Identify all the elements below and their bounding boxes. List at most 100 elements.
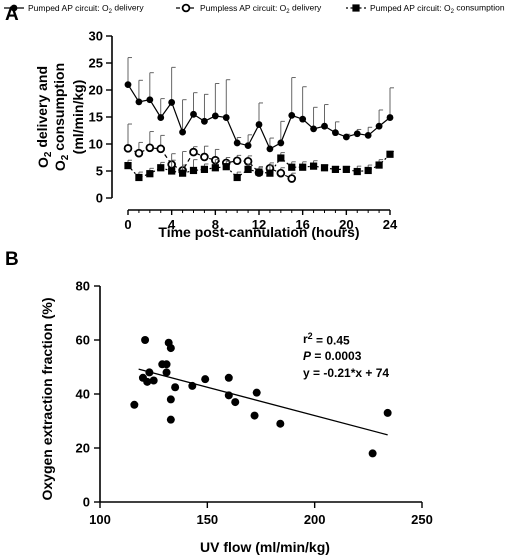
data-point <box>255 168 263 176</box>
data-point <box>277 139 285 147</box>
data-point <box>222 114 230 121</box>
data-point <box>146 96 154 104</box>
legend-marker <box>352 4 360 12</box>
data-point <box>157 164 165 172</box>
data-point <box>309 162 318 170</box>
data-point <box>386 150 394 158</box>
x-axis-label: UV flow (ml/min/kg) <box>200 539 330 555</box>
data-point <box>233 173 241 182</box>
x-tick-label: 12 <box>252 217 266 232</box>
data-point <box>276 419 285 428</box>
panel-b-chart: 0 20 40 60 80 100 150 200 250 UV flow (ml/min/k… <box>39 279 433 556</box>
data-point <box>353 167 361 176</box>
data-point <box>299 163 307 171</box>
data-point <box>331 165 340 173</box>
legend-label-part: 2 <box>451 9 455 15</box>
data-point <box>375 122 383 130</box>
data-point <box>166 344 175 353</box>
data-point <box>145 368 154 377</box>
p-value-part: = 0.0003 <box>311 349 362 363</box>
data-point <box>201 117 208 125</box>
y-axis-label-line: (ml/min/kg) <box>70 80 86 155</box>
y-tick-label: 0 <box>96 191 103 206</box>
data-point <box>124 81 132 88</box>
x-tick-label: 16 <box>295 217 309 232</box>
data-point <box>149 376 158 385</box>
y-tick-label: 20 <box>76 441 90 456</box>
r-squared-part: = 0.45 <box>313 333 350 347</box>
y-tick-label: 5 <box>96 164 103 179</box>
series-group <box>123 57 394 183</box>
legend-label: Pumpless AP circuit: O2 delivery <box>200 2 322 15</box>
legend-label-part: consumption <box>454 2 505 12</box>
data-point <box>383 408 392 417</box>
data-point <box>375 161 383 169</box>
legend-label-part: delivery <box>290 2 322 12</box>
data-point <box>310 125 317 133</box>
legend-marker <box>181 3 191 13</box>
data-point <box>386 114 394 121</box>
data-point <box>143 377 152 386</box>
data-point <box>224 391 233 400</box>
panel-a-chart: 0 5 10 15 20 25 30 0 4 8 12 16 20 24 Time post-cannu… <box>34 29 398 241</box>
data-point <box>188 381 197 390</box>
data-point <box>130 400 139 409</box>
data-point <box>211 164 219 172</box>
data-point <box>189 166 198 175</box>
data-point <box>320 164 329 172</box>
legend-label: Pumped AP circuit: O2 delivery <box>28 2 144 15</box>
y-axis-label-line-part: consumption <box>51 63 67 155</box>
legend-item: Pumped AP circuit: O2 delivery <box>4 2 144 15</box>
data-point <box>135 98 143 106</box>
data-point <box>166 415 175 424</box>
x-tick-label: 150 <box>196 512 218 527</box>
y-axis-label-line-part: O <box>52 160 68 171</box>
y-axis-label-line: O2 consumption <box>51 63 71 171</box>
y-axis-label-line-part: O <box>35 157 51 168</box>
legend-label-part: Pumped AP circuit: O <box>28 3 109 13</box>
data-point <box>224 373 233 382</box>
data-point <box>288 163 296 171</box>
legend-label-part: Pumpless AP circuit: O <box>200 3 287 13</box>
data-point <box>231 398 240 407</box>
data-point <box>321 122 328 130</box>
legend-item: Pumpless AP circuit: O2 delivery <box>176 2 322 15</box>
legend-label-part: 2 <box>286 9 290 15</box>
legend-item: Pumped AP circuit: O2 consumption <box>346 2 505 15</box>
data-point <box>123 144 133 153</box>
data-point <box>277 154 285 162</box>
data-point <box>166 395 175 404</box>
y-axis-label-line: O2 delivery and <box>34 66 54 168</box>
y-tick-label: 30 <box>89 29 103 44</box>
data-point <box>178 169 187 177</box>
data-point <box>252 388 261 397</box>
x-tick-label: 200 <box>304 512 326 527</box>
x-tick-label: 0 <box>124 217 131 232</box>
data-point <box>190 110 197 118</box>
data-point <box>146 170 154 178</box>
data-point <box>157 114 165 121</box>
series-2 <box>123 123 297 183</box>
data-point <box>124 162 132 170</box>
data-point <box>368 449 377 458</box>
y-tick-label: 25 <box>89 56 103 71</box>
data-point <box>222 163 230 171</box>
data-point <box>200 165 209 173</box>
scatter-points <box>130 336 392 458</box>
r-squared-label: r2 = 0.45 <box>303 331 350 347</box>
data-point <box>189 147 198 157</box>
data-point <box>145 143 155 153</box>
panel-b-letter: B <box>5 249 19 270</box>
data-point <box>211 112 219 120</box>
x-axis: 0 4 8 12 16 20 24 <box>124 209 398 232</box>
data-point <box>200 152 209 162</box>
data-point <box>201 375 210 384</box>
y-axis-label-line-part: 2 <box>43 151 54 157</box>
p-value-label: P = 0.0003 <box>303 349 362 363</box>
x-tick-label: 20 <box>339 217 353 232</box>
y-tick-label: 15 <box>89 110 103 125</box>
data-point <box>364 131 372 139</box>
